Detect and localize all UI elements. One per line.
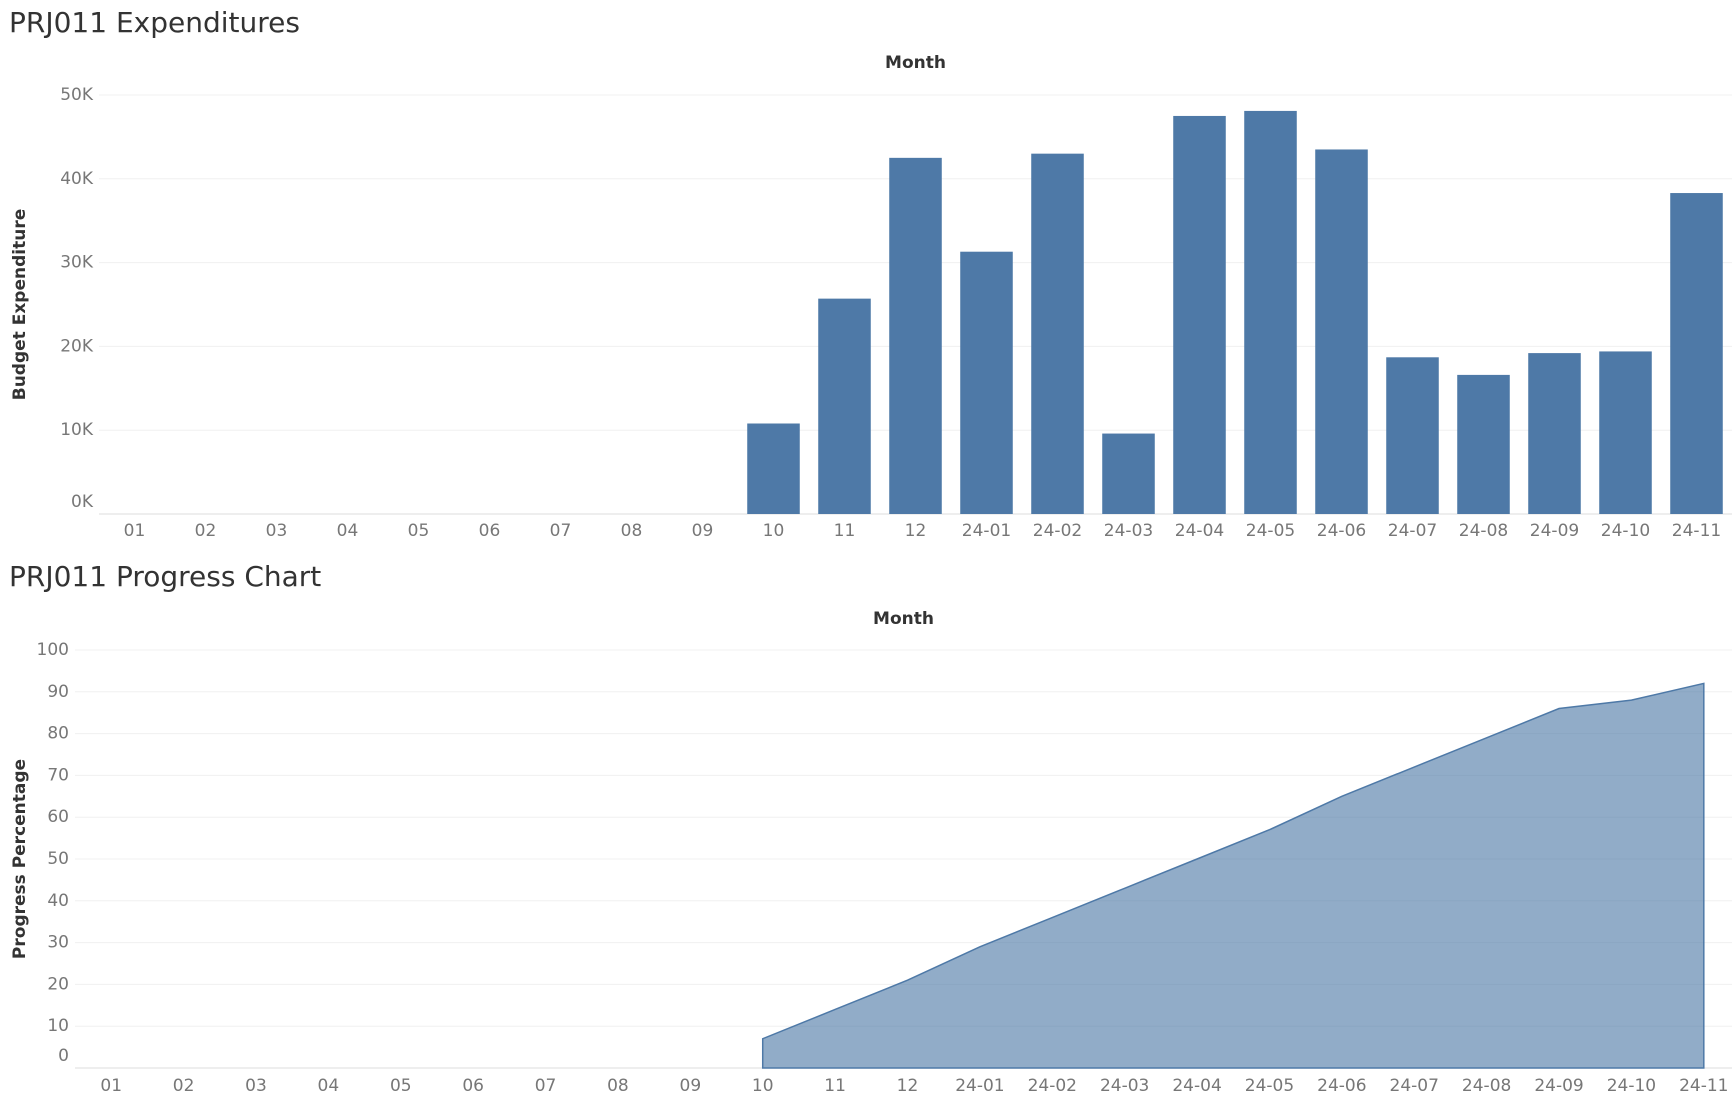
x-tick-label: 24-09 [1534, 1076, 1583, 1093]
x-tick-label: 24-04 [1175, 521, 1224, 541]
bar [1457, 374, 1510, 514]
y-tick-label: 100 [37, 640, 69, 660]
x-tick-label: 07 [535, 1076, 557, 1093]
bar [960, 251, 1013, 514]
y-tick-label: 0 [58, 1046, 69, 1066]
x-tick-label: 08 [621, 521, 643, 541]
x-tick-label: 06 [462, 1076, 484, 1093]
bar [818, 298, 871, 514]
x-tick-label: 24-07 [1390, 1076, 1439, 1093]
x-tick-label: 05 [390, 1076, 412, 1093]
bar [1528, 353, 1581, 514]
bar [1315, 149, 1368, 514]
x-tick-label: 24-11 [1679, 1076, 1728, 1093]
x-tick-label: 24-05 [1246, 521, 1295, 541]
chart-title: PRJ011 Progress Chart [9, 560, 321, 593]
x-tick-label: 24-01 [955, 1076, 1004, 1093]
x-tick-label: 24-11 [1672, 521, 1721, 541]
x-tick-label: 24-03 [1104, 521, 1153, 541]
x-tick-label: 24-01 [962, 521, 1011, 541]
bar [1599, 351, 1652, 514]
x-tick-label: 03 [266, 521, 288, 541]
y-tick-label: 30 [47, 933, 69, 953]
y-tick-label: 10 [47, 1016, 69, 1036]
x-tick-label: 24-06 [1317, 521, 1366, 541]
bar [1031, 153, 1084, 514]
x-tick-label: 24-03 [1100, 1076, 1149, 1093]
x-tick-label: 02 [173, 1076, 195, 1093]
bar [1244, 110, 1297, 514]
y-tick-label: 0K [71, 492, 94, 512]
x-tick-label: 11 [834, 521, 856, 541]
y-tick-label: 40K [60, 169, 94, 189]
x-axis-title: Month [873, 609, 934, 629]
x-tick-label: 24-09 [1530, 521, 1579, 541]
y-axis-title: Progress Percentage [10, 759, 30, 959]
x-tick-label: 05 [408, 521, 430, 541]
chart-title: PRJ011 Expenditures [9, 6, 300, 39]
x-tick-label: 04 [318, 1076, 340, 1093]
x-tick-label: 24-07 [1388, 521, 1437, 541]
x-tick-label: 24-08 [1462, 1076, 1511, 1093]
x-tick-label: 09 [680, 1076, 702, 1093]
x-tick-label: 04 [337, 521, 359, 541]
y-tick-label: 10K [60, 420, 94, 440]
bar [1670, 193, 1723, 514]
x-tick-label: 24-06 [1317, 1076, 1366, 1093]
x-tick-label: 01 [100, 1076, 122, 1093]
y-tick-label: 50K [60, 85, 94, 105]
x-tick-label: 24-08 [1459, 521, 1508, 541]
x-tick-label: 01 [124, 521, 146, 541]
x-tick-label: 24-04 [1172, 1076, 1221, 1093]
bar [889, 157, 942, 514]
y-tick-label: 30K [60, 253, 94, 273]
x-tick-label: 09 [692, 521, 714, 541]
x-tick-label: 07 [550, 521, 572, 541]
x-tick-label: 24-02 [1028, 1076, 1077, 1093]
y-tick-label: 90 [47, 682, 69, 702]
x-tick-label: 11 [824, 1076, 846, 1093]
bar [747, 423, 800, 514]
y-tick-label: 60 [47, 807, 69, 827]
x-tick-label: 24-05 [1245, 1076, 1294, 1093]
y-tick-label: 80 [47, 724, 69, 744]
x-tick-label: 06 [479, 521, 501, 541]
x-tick-label: 03 [245, 1076, 267, 1093]
x-tick-label: 24-02 [1033, 521, 1082, 541]
x-tick-label: 12 [905, 521, 927, 541]
bar [1173, 115, 1226, 514]
x-axis-title: Month [885, 53, 946, 73]
x-tick-label: 10 [763, 521, 785, 541]
y-tick-label: 20K [60, 336, 94, 356]
y-tick-label: 70 [47, 765, 69, 785]
bar [1386, 357, 1439, 514]
y-axis-title: Budget Expenditure [10, 209, 30, 401]
x-tick-label: 12 [897, 1076, 919, 1093]
y-tick-label: 50 [47, 849, 69, 869]
y-tick-label: 20 [47, 974, 69, 994]
x-tick-label: 24-10 [1601, 521, 1650, 541]
x-tick-label: 24-10 [1607, 1076, 1656, 1093]
y-tick-label: 40 [47, 891, 69, 911]
bar [1102, 433, 1155, 514]
x-tick-label: 10 [752, 1076, 774, 1093]
area [761, 682, 1705, 1069]
x-tick-label: 08 [607, 1076, 629, 1093]
x-tick-label: 02 [195, 521, 217, 541]
